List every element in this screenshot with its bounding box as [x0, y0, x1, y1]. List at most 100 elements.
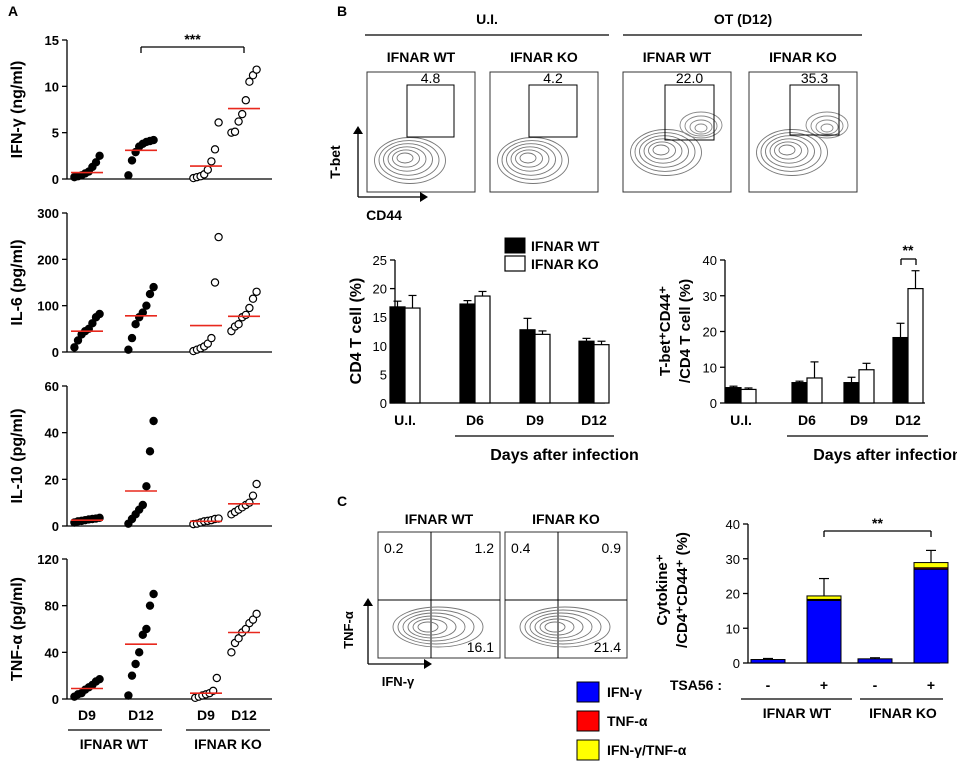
contour-line: [774, 141, 802, 160]
contour-line: [639, 135, 689, 168]
stacked-bar-segment: [857, 658, 893, 664]
data-point: [245, 303, 254, 313]
flow-x-label: CD44: [366, 207, 402, 223]
legend-swatch: [576, 710, 600, 732]
data-point: [234, 117, 243, 126]
data-point: [207, 333, 216, 343]
quadrant-value: 0.9: [602, 540, 622, 556]
data-point: [127, 333, 137, 343]
data-point: [203, 165, 212, 174]
bar-y-tick-label: 25: [373, 253, 387, 268]
contour-line: [383, 143, 433, 176]
contour-line: [630, 129, 702, 176]
data-point: [149, 282, 158, 292]
bar-x-label: Days after infection: [813, 447, 957, 464]
quadrant-value: 1.2: [475, 540, 495, 556]
flow-y-label: T-bet: [327, 145, 343, 179]
bar-category-label: U.I.: [730, 412, 752, 428]
contour-line: [392, 606, 484, 648]
stacked-bar-segment: [750, 659, 786, 664]
stacked-bar-segment: [913, 562, 949, 569]
data-point: [131, 320, 140, 329]
data-point: [230, 127, 240, 136]
contour-line: [534, 615, 584, 639]
contour-line: [760, 132, 822, 172]
data-point: [227, 648, 236, 657]
panel-c-letter: C: [337, 493, 347, 509]
data-point: [214, 118, 223, 127]
data-point: [145, 447, 155, 456]
gate-value: 35.3: [801, 70, 828, 86]
contour-line: [769, 138, 809, 164]
bar: [404, 307, 421, 404]
bar: [593, 344, 610, 404]
legend-swatch: [576, 739, 600, 761]
panel-a-letter: A: [8, 3, 18, 19]
data-point: [234, 634, 243, 643]
contour-line: [510, 146, 550, 172]
contour-line: [778, 144, 796, 156]
bar-y-label: CD4 T cell (%): [348, 278, 365, 385]
panel-b-letter: B: [337, 3, 347, 19]
contour-line: [397, 609, 475, 645]
data-point: [73, 336, 83, 345]
contour-line: [524, 609, 602, 645]
data-point: [252, 609, 261, 619]
bar: [791, 382, 808, 404]
panel-a-y-tick-label: 10: [45, 79, 59, 94]
flow-column-label: IFNAR WT: [405, 511, 474, 527]
data-point: [248, 615, 258, 624]
tsa-sign-label: +: [927, 677, 935, 693]
gate-box: [406, 84, 455, 138]
contour-line: [652, 144, 670, 156]
data-point: [134, 648, 144, 657]
gate-box: [664, 84, 715, 141]
bar-y-tick-label: 30: [703, 289, 717, 304]
panel-a-y-tick-label: 100: [37, 299, 59, 314]
gate-value: 4.8: [421, 70, 441, 86]
quadrant-value: 0.2: [384, 540, 404, 556]
contour-line: [387, 146, 427, 172]
bar-y-label: /CD4 T cell (%): [677, 279, 694, 383]
bar-y-tick-label: 10: [373, 339, 387, 354]
contour-line: [815, 119, 839, 135]
contour-line: [529, 612, 593, 642]
gate-box: [528, 84, 578, 138]
bar-y-tick-label: 20: [703, 325, 717, 340]
quadrant-value: 16.1: [467, 639, 494, 655]
panel-a-y-tick-label: 120: [37, 552, 59, 567]
data-point: [142, 624, 151, 634]
data-point: [207, 157, 216, 166]
data-point: [95, 309, 104, 319]
data-point: [142, 482, 151, 491]
bar-y-tick-label: 40: [703, 253, 717, 268]
panel-a-y-label: IL-10 (pg/ml): [9, 408, 26, 503]
data-point: [210, 145, 220, 154]
panel-a-y-tick-label: 80: [45, 599, 59, 614]
contour-line: [539, 618, 575, 636]
data-point: [214, 232, 223, 242]
data-point: [131, 659, 140, 669]
flow-group-header: OT (D12): [714, 11, 772, 27]
data-point: [124, 171, 133, 180]
axis-arrowhead: [424, 659, 432, 669]
panel-a-y-label: IL-6 (pg/ml): [9, 239, 26, 325]
legend-label: IFN-γ/TNF-α: [607, 742, 687, 758]
data-point: [212, 673, 221, 683]
panel-a-group-label: IFNAR KO: [194, 736, 262, 752]
bar: [892, 336, 909, 404]
bar-y-tick-label: 10: [703, 360, 717, 375]
data-point: [252, 479, 261, 489]
significance-label: **: [903, 242, 914, 258]
bar-y-tick-label: 30: [726, 552, 740, 567]
data-point: [210, 278, 220, 287]
flow-column-label: IFNAR KO: [769, 49, 837, 65]
contour-line: [694, 123, 708, 133]
bar-y-tick-label: 40: [726, 517, 740, 532]
gate-value: 22.0: [676, 70, 703, 86]
data-point: [88, 319, 97, 328]
contour-line: [684, 115, 718, 137]
data-point: [245, 498, 254, 507]
contour-line: [506, 143, 556, 176]
